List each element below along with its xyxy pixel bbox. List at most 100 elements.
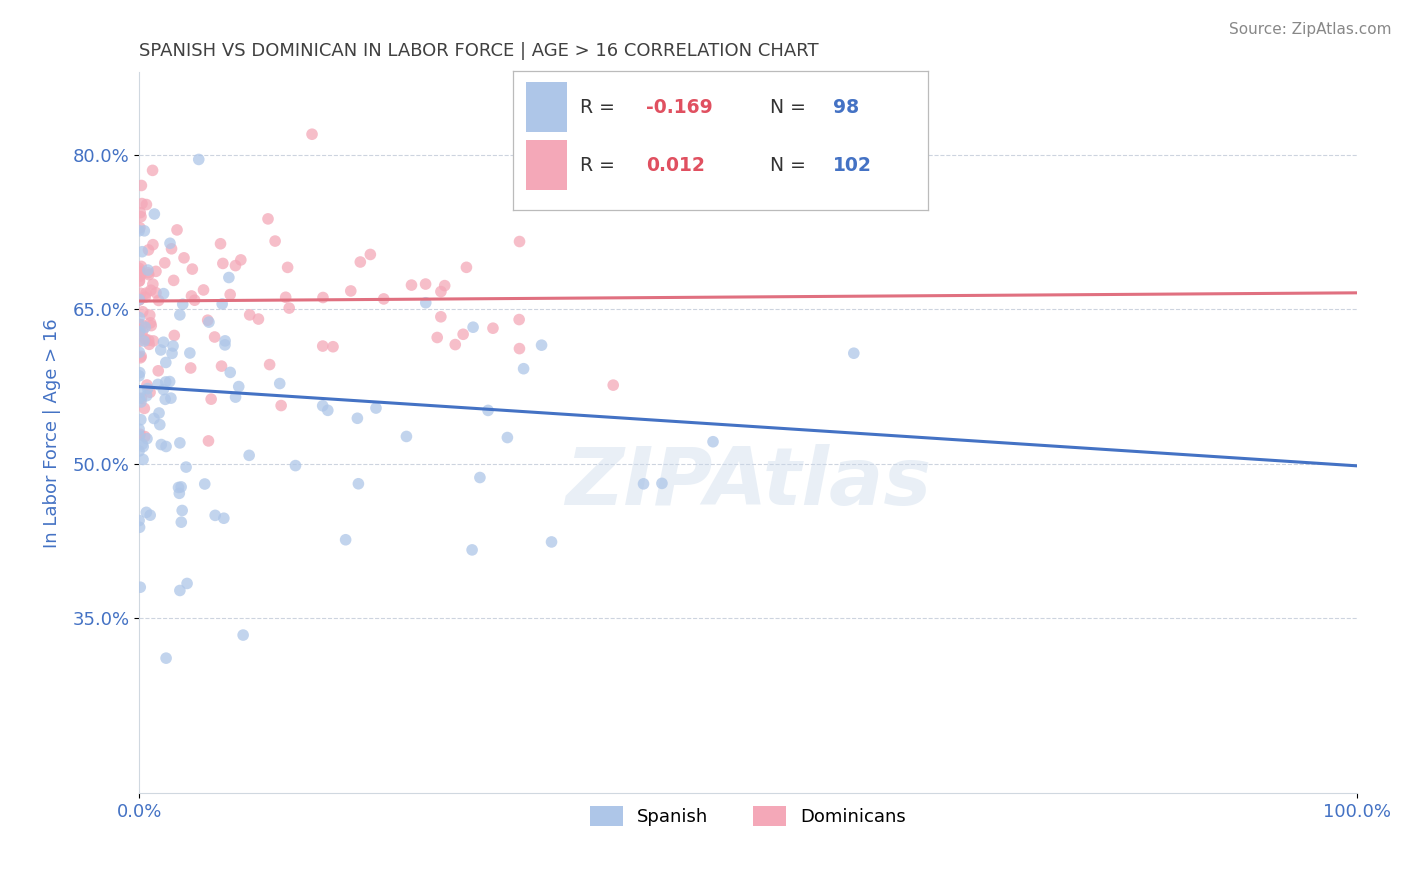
Point xyxy=(162,339,184,353)
Text: 102: 102 xyxy=(832,156,872,175)
Point xyxy=(204,508,226,523)
Point xyxy=(247,312,270,326)
Point xyxy=(163,328,186,343)
Point xyxy=(128,422,150,436)
Point xyxy=(135,505,157,519)
Point xyxy=(129,205,152,219)
Point xyxy=(128,293,150,307)
Point xyxy=(180,289,202,303)
Point xyxy=(148,293,170,308)
Point xyxy=(152,383,174,397)
Point xyxy=(129,268,152,283)
Point xyxy=(128,261,150,276)
Point xyxy=(167,481,190,495)
Point xyxy=(373,292,395,306)
Point xyxy=(128,325,150,339)
Text: SPANISH VS DOMINICAN IN LABOR FORCE | AGE > 16 CORRELATION CHART: SPANISH VS DOMINICAN IN LABOR FORCE | AG… xyxy=(139,42,818,60)
Text: 0.012: 0.012 xyxy=(645,156,704,175)
Point xyxy=(152,286,174,301)
Point xyxy=(136,266,159,280)
Point xyxy=(181,262,204,277)
Point xyxy=(128,345,150,359)
Point xyxy=(146,377,169,392)
Point xyxy=(128,293,150,307)
Point xyxy=(131,318,153,332)
Point xyxy=(128,366,150,380)
Point xyxy=(540,535,562,549)
Point xyxy=(359,247,381,261)
Point xyxy=(139,508,162,523)
Point xyxy=(225,390,247,404)
Point xyxy=(187,153,209,167)
Text: N =: N = xyxy=(770,98,813,117)
Point xyxy=(129,220,152,235)
Point xyxy=(430,285,453,299)
Point xyxy=(228,379,250,393)
Point xyxy=(129,210,152,224)
Point xyxy=(128,368,150,383)
Text: N =: N = xyxy=(770,156,813,175)
Point xyxy=(193,283,215,297)
Point xyxy=(180,361,202,376)
Point xyxy=(128,514,150,528)
Point xyxy=(633,476,655,491)
Point xyxy=(160,242,183,256)
Point xyxy=(163,273,186,287)
Point xyxy=(169,308,191,322)
Point xyxy=(128,274,150,288)
Point xyxy=(155,375,177,389)
Point xyxy=(179,346,201,360)
Point xyxy=(651,476,673,491)
Point xyxy=(128,269,150,284)
Bar xyxy=(526,82,567,132)
Y-axis label: In Labor Force | Age > 16: In Labor Force | Age > 16 xyxy=(44,318,60,548)
Point xyxy=(155,440,177,454)
Point xyxy=(200,392,222,406)
Point xyxy=(264,234,287,248)
Point xyxy=(602,378,624,392)
Point xyxy=(274,290,297,304)
Point xyxy=(136,432,159,446)
Point xyxy=(129,351,152,365)
Point xyxy=(702,434,724,449)
Point xyxy=(197,313,219,327)
Point xyxy=(214,338,236,352)
Point xyxy=(229,252,252,267)
Text: R =: R = xyxy=(579,156,620,175)
Point xyxy=(150,437,173,451)
Point xyxy=(142,163,165,178)
Point xyxy=(433,278,456,293)
Point xyxy=(148,406,170,420)
Point xyxy=(128,293,150,307)
Point xyxy=(149,417,172,432)
Point xyxy=(138,243,160,257)
Point xyxy=(138,268,160,282)
Point xyxy=(426,330,449,344)
Point xyxy=(169,486,191,500)
Point xyxy=(461,320,484,334)
Point xyxy=(142,334,165,348)
Point xyxy=(128,310,150,325)
Point xyxy=(169,583,191,598)
Point xyxy=(444,337,467,351)
Point xyxy=(139,316,162,330)
Point xyxy=(129,413,152,427)
Point xyxy=(174,460,197,475)
Bar xyxy=(526,140,567,190)
Point xyxy=(238,448,260,462)
Point xyxy=(145,264,167,278)
Point xyxy=(153,256,176,270)
Point xyxy=(347,476,370,491)
Point xyxy=(269,376,291,391)
Point xyxy=(129,427,152,442)
Point xyxy=(136,382,159,396)
Point xyxy=(132,452,155,467)
Point xyxy=(131,305,153,319)
Text: Source: ZipAtlas.com: Source: ZipAtlas.com xyxy=(1229,22,1392,37)
Point xyxy=(131,244,153,259)
Point xyxy=(173,251,195,265)
Point xyxy=(451,327,474,342)
Point xyxy=(172,297,194,311)
Point xyxy=(148,364,170,378)
Point xyxy=(211,359,233,373)
